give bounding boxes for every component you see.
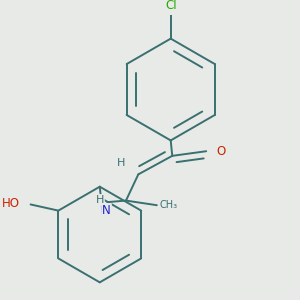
Text: Cl: Cl (165, 0, 176, 12)
Text: O: O (216, 145, 226, 158)
Text: H: H (117, 158, 125, 168)
Text: CH₃: CH₃ (160, 200, 178, 210)
Text: HO: HO (2, 197, 20, 210)
Text: N: N (102, 204, 111, 217)
Text: H: H (96, 195, 104, 205)
